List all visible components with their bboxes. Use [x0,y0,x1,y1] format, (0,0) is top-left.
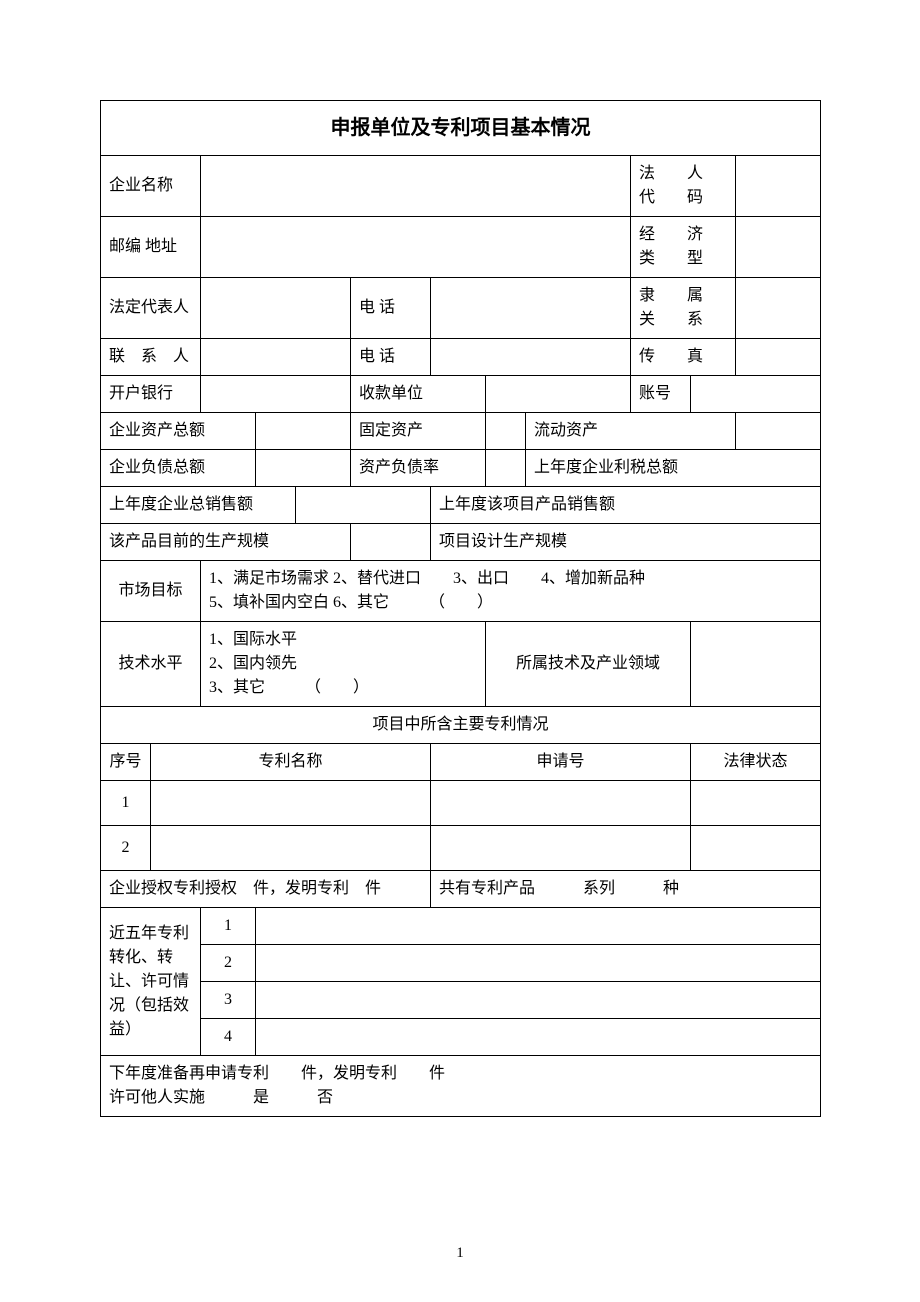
patent-row-2-appno[interactable] [431,826,691,871]
field-tech-domain[interactable] [691,622,821,707]
label-bank: 开户银行 [101,376,201,413]
th-app-no: 申请号 [431,744,691,781]
patent-row-1-appno[interactable] [431,781,691,826]
field-fax[interactable] [736,339,821,376]
th-no: 序号 [101,744,151,781]
patent-row-2-name[interactable] [151,826,431,871]
th-status: 法律状态 [691,744,821,781]
field-current-scale[interactable] [351,524,431,561]
five-year-3-val[interactable] [256,982,821,1019]
field-company-name[interactable] [201,156,631,217]
label-tel-2: 电 话 [351,339,431,376]
five-year-4-no: 4 [201,1019,256,1056]
label-current-assets: 流动资产 [526,413,736,450]
th-patent-name: 专利名称 [151,744,431,781]
field-tel-2[interactable] [431,339,631,376]
form-title: 申报单位及专利项目基本情况 [101,101,821,156]
field-last-year-sales[interactable] [296,487,431,524]
label-tech-domain: 所属技术及产业领域 [486,622,691,707]
field-account[interactable] [691,376,821,413]
label-current-scale: 该产品目前的生产规模 [101,524,351,561]
label-last-year-sales: 上年度企业总销售额 [101,487,296,524]
field-affiliation[interactable] [736,278,821,339]
label-econ-type: 经 济 类 型 [631,217,736,278]
label-fixed-assets: 固定资产 [351,413,486,450]
label-account: 账号 [631,376,691,413]
label-total-debt: 企业负债总额 [101,450,256,487]
five-year-2-no: 2 [201,945,256,982]
label-address: 邮编 地址 [101,217,201,278]
label-legal-code: 法 人 代 码 [631,156,736,217]
field-total-debt[interactable] [256,450,351,487]
field-total-assets[interactable] [256,413,351,450]
field-tel-1[interactable] [431,278,631,339]
patent-row-1-name[interactable] [151,781,431,826]
field-tech-level[interactable]: 1、国际水平 2、国内领先 3、其它 （ ） [201,622,486,707]
field-bank[interactable] [201,376,351,413]
field-legal-rep[interactable] [201,278,351,339]
five-year-1-no: 1 [201,908,256,945]
field-econ-type[interactable] [736,217,821,278]
label-total-assets: 企业资产总额 [101,413,256,450]
label-project-sales: 上年度该项目产品销售额 [431,487,821,524]
five-year-2-val[interactable] [256,945,821,982]
label-next-year: 下年度准备再申请专利 件，发明专利 件 许可他人实施 是 否 [101,1056,821,1117]
label-five-year: 近五年专利转化、转让、许可情况（包括效益） [101,908,201,1056]
label-design-scale: 项目设计生产规模 [431,524,821,561]
form-table: 申报单位及专利项目基本情况 企业名称 法 人 代 码 邮编 地址 经 济 类 型… [100,100,821,1117]
label-payee: 收款单位 [351,376,486,413]
label-authorized-patents: 企业授权专利授权 件，发明专利 件 [101,871,431,908]
label-patent-products: 共有专利产品 系列 种 [431,871,821,908]
patent-row-2-status[interactable] [691,826,821,871]
label-legal-rep: 法定代表人 [101,278,201,339]
label-last-year-tax: 上年度企业利税总额 [526,450,821,487]
label-debt-ratio: 资产负债率 [351,450,486,487]
label-company-name: 企业名称 [101,156,201,217]
five-year-1-val[interactable] [256,908,821,945]
label-contact: 联 系 人 [101,339,201,376]
field-market-target[interactable]: 1、满足市场需求 2、替代进口 3、出口 4、增加新品种 5、填补国内空白 6、… [201,561,821,622]
label-fax: 传 真 [631,339,736,376]
field-address[interactable] [201,217,631,278]
five-year-3-no: 3 [201,982,256,1019]
patent-row-2-no: 2 [101,826,151,871]
five-year-4-val[interactable] [256,1019,821,1056]
field-contact[interactable] [201,339,351,376]
field-payee[interactable] [486,376,631,413]
field-legal-code[interactable] [736,156,821,217]
section-patents: 项目中所含主要专利情况 [101,707,821,744]
page-number: 1 [0,1245,920,1262]
field-fixed-assets[interactable] [486,413,526,450]
patent-row-1-status[interactable] [691,781,821,826]
label-affiliation: 隶 属 关 系 [631,278,736,339]
label-tech-level: 技术水平 [101,622,201,707]
field-debt-ratio[interactable] [486,450,526,487]
patent-row-1-no: 1 [101,781,151,826]
label-market-target: 市场目标 [101,561,201,622]
label-tel-1: 电 话 [351,278,431,339]
field-current-assets[interactable] [736,413,821,450]
